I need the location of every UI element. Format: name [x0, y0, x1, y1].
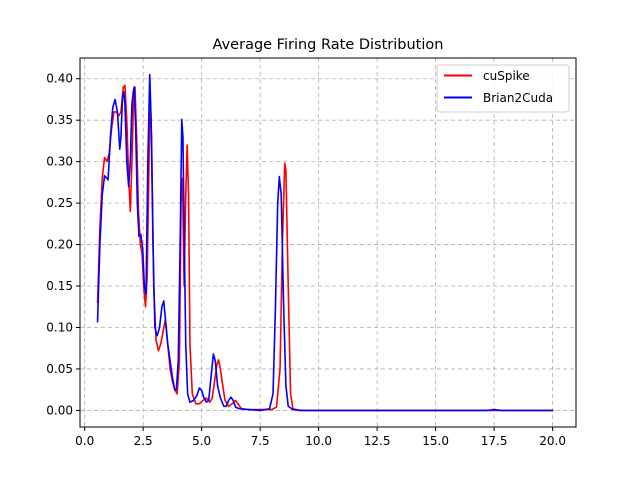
- legend-label-cuspike: cuSpike: [483, 69, 530, 83]
- chart-title: Average Firing Rate Distribution: [213, 37, 444, 53]
- y-tick-label: 0.15: [46, 279, 73, 293]
- y-tick-label: 0.00: [46, 403, 73, 417]
- y-tick-label: 0.20: [46, 238, 73, 252]
- x-tick-label: 17.5: [481, 434, 508, 448]
- grid: [80, 58, 576, 427]
- y-tick-label: 0.25: [46, 196, 73, 210]
- legend-label-brian2cuda: Brian2Cuda: [483, 91, 553, 105]
- y-tick-label: 0.40: [46, 72, 73, 86]
- legend-box: [436, 64, 570, 113]
- x-tick-label: 7.5: [251, 434, 270, 448]
- plot-frame: [79, 57, 577, 428]
- x-tick-label: 20.0: [539, 434, 566, 448]
- y-tick-label: 0.10: [46, 320, 73, 334]
- series-layer: [96, 73, 554, 412]
- x-tick-label: 15.0: [422, 434, 449, 448]
- x-tick-label: 10.0: [305, 434, 332, 448]
- series-line-brian2cuda: [96, 73, 554, 412]
- x-tick-label: 12.5: [364, 434, 391, 448]
- y-tick-label: 0.05: [46, 362, 73, 376]
- x-tick-label: 2.5: [134, 434, 153, 448]
- legend: cuSpike Brian2Cuda: [436, 64, 570, 113]
- x-tick-label: 5.0: [192, 434, 211, 448]
- y-tick-label: 0.35: [46, 113, 73, 127]
- x-tick-label: 0.0: [75, 434, 94, 448]
- axis-ticks: 0.0 2.5 5.0 7.5 10.0 12.5 15.0 17.5 20.0 0.00 0.05…: [46, 72, 566, 448]
- y-tick-label: 0.30: [46, 155, 73, 169]
